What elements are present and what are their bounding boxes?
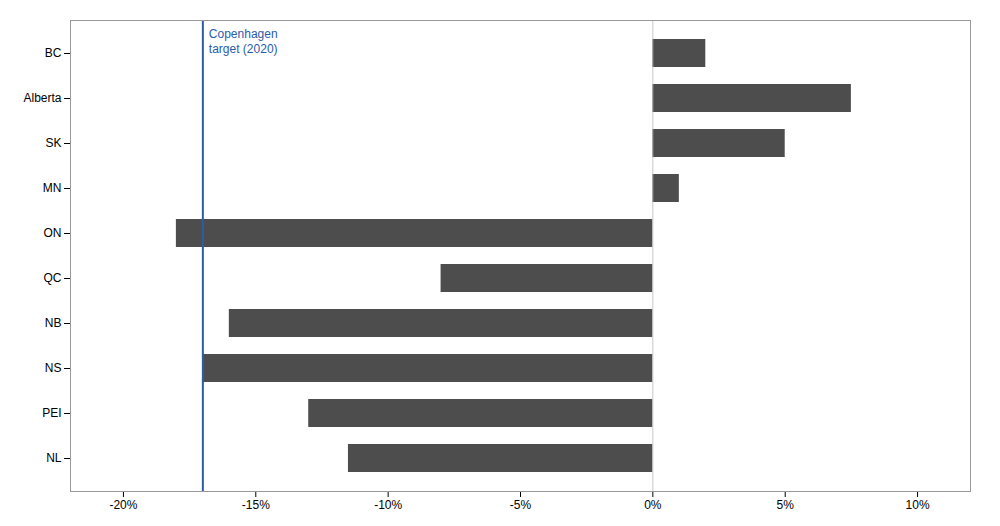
- svg-text:-20%: -20%: [109, 498, 137, 512]
- svg-text:QC: QC: [44, 271, 62, 285]
- svg-text:MN: MN: [43, 181, 62, 195]
- svg-text:NS: NS: [45, 361, 62, 375]
- svg-text:NB: NB: [45, 316, 62, 330]
- svg-text:SK: SK: [45, 136, 61, 150]
- svg-text:Alberta: Alberta: [23, 91, 61, 105]
- svg-text:PEI: PEI: [42, 406, 61, 420]
- svg-text:-10%: -10%: [374, 498, 402, 512]
- svg-text:-15%: -15%: [242, 498, 270, 512]
- svg-text:10%: 10%: [906, 498, 930, 512]
- svg-text:5%: 5%: [777, 498, 795, 512]
- svg-text:BC: BC: [45, 46, 62, 60]
- svg-text:Copenhagentarget (2020): Copenhagentarget (2020): [209, 27, 278, 57]
- svg-text:NL: NL: [46, 451, 62, 465]
- svg-text:ON: ON: [44, 226, 62, 240]
- svg-text:-5%: -5%: [510, 498, 532, 512]
- svg-text:0%: 0%: [644, 498, 662, 512]
